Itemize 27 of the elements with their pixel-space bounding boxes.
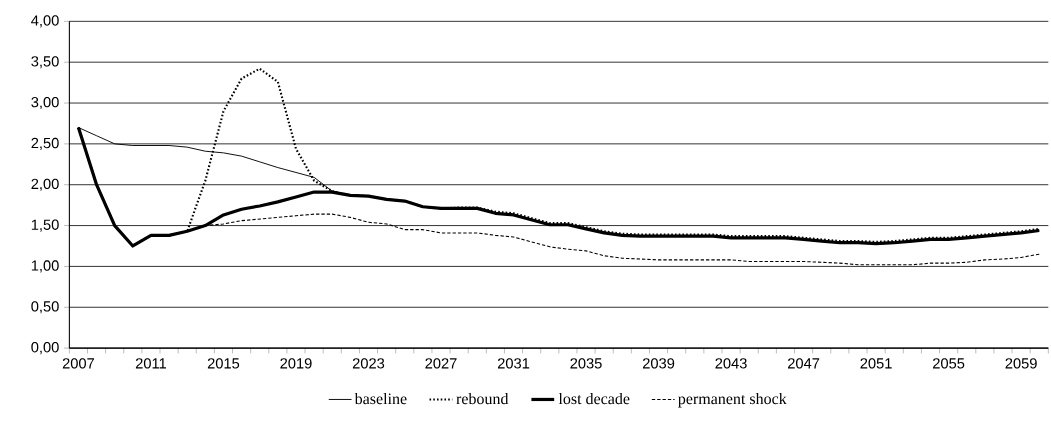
- x-tick-label: 2031: [497, 357, 530, 369]
- y-tick-label: 3,50: [31, 55, 59, 69]
- y-tick-label: 3,00: [31, 96, 59, 109]
- x-tick-label: 2015: [207, 357, 240, 369]
- legend-label: rebound: [456, 392, 509, 404]
- y-tick-label: 0,50: [31, 300, 59, 314]
- x-tick-label: 2035: [570, 357, 602, 369]
- x-tick-label: 2051: [860, 357, 892, 369]
- y-tick-label: 1,00: [31, 260, 59, 273]
- x-tick-label: 2007: [62, 357, 95, 369]
- y-tick-label: 2,00: [31, 178, 59, 191]
- y-tick-label: 2,50: [31, 137, 59, 150]
- y-tick-label: 1,50: [31, 219, 59, 232]
- x-tick-label: 2047: [788, 357, 820, 369]
- x-tick-label: 2019: [280, 357, 312, 369]
- legend-label: permanent shock: [678, 392, 787, 408]
- x-tick-label: 2027: [425, 357, 457, 369]
- legend-label: baseline: [354, 392, 407, 404]
- legend-label: lost decade: [558, 392, 630, 404]
- y-tick-label: 0,00: [31, 341, 59, 354]
- x-tick-label: 2039: [642, 357, 675, 369]
- x-tick-label: 2011: [135, 357, 167, 369]
- x-tick-label: 2059: [1005, 357, 1037, 369]
- y-tick-label: 4,00: [31, 15, 59, 28]
- x-tick-label: 2043: [715, 357, 747, 369]
- x-tick-label: 2023: [352, 357, 385, 369]
- x-tick-label: 2055: [933, 357, 965, 369]
